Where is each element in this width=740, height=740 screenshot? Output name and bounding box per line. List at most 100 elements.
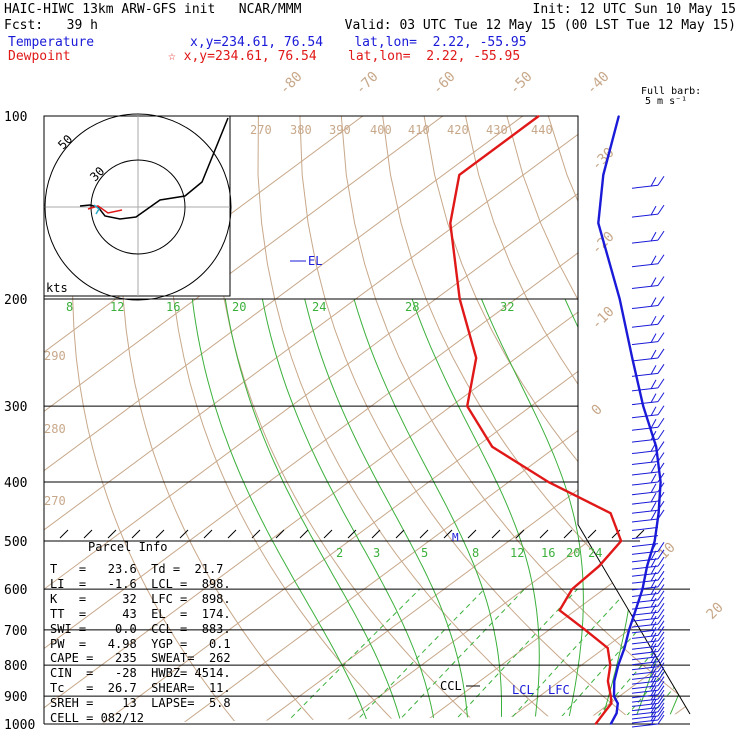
- dry-adiabat-line: [506, 116, 690, 724]
- wind-barb-flag: [657, 176, 665, 186]
- wind-barb: [631, 213, 659, 218]
- isotherm-line: [84, 116, 690, 724]
- isotherm-label: 10: [656, 540, 679, 563]
- theta-e-label: 390: [329, 123, 351, 137]
- wind-barb-flag: [650, 315, 657, 326]
- wind-barb: [631, 401, 659, 406]
- wind-barb: [631, 509, 659, 514]
- wind-barb-flag: [657, 631, 665, 642]
- isotherm-line: [324, 116, 690, 724]
- wind-barb-flag: [657, 620, 665, 631]
- dry-adiabat-line: [72, 116, 248, 724]
- wind-barb-flag: [657, 671, 665, 682]
- hatch-tick: [563, 529, 573, 539]
- header-forecast-hour: Fcst: 39 h: [4, 18, 98, 33]
- moist-adiabat-line: [261, 298, 438, 724]
- moist-adiabat-line: [353, 298, 502, 724]
- isotherm-line: [44, 116, 524, 724]
- mixing-ratio-label: 16: [541, 546, 555, 560]
- wind-barb-flag: [657, 364, 665, 374]
- wind-barb-flag: [657, 472, 665, 483]
- moist-adiabat-line: [191, 298, 374, 724]
- temperature-profile: [597, 115, 662, 725]
- moist-adiabat-line: [411, 298, 540, 724]
- moist-adiabat-label: 16: [166, 300, 180, 314]
- isotherm-line: [484, 116, 690, 724]
- wind-barb: [631, 629, 659, 634]
- isotherm-label: -40: [584, 69, 613, 98]
- wind-barb-flag: [650, 690, 657, 701]
- wind-barb-flag: [650, 695, 657, 705]
- legend-temperature: Temperature: [8, 35, 95, 50]
- isotherm-label: -80: [277, 69, 306, 98]
- theta-e-label: 380: [290, 123, 312, 137]
- wind-barb-flag: [650, 585, 657, 595]
- dewpoint-point: [620, 540, 622, 542]
- hatch-tick: [587, 529, 597, 539]
- wind-barb-flag: [657, 676, 665, 686]
- wind-barb-flag: [657, 702, 665, 713]
- dewpoint-point: [475, 357, 478, 359]
- wind-barb: [631, 460, 659, 465]
- pressure-tick-label: 300: [4, 400, 27, 415]
- ccl-label: CCL: [440, 679, 462, 693]
- wind-barb-flag: [650, 591, 657, 602]
- temperature-point: [615, 712, 618, 714]
- barb-legend-label: Full barb:: [641, 86, 702, 97]
- wind-barb: [631, 586, 659, 591]
- wind-barb: [631, 481, 659, 486]
- pressure-tick-label: 900: [4, 690, 27, 705]
- wind-barb-flag: [650, 672, 657, 683]
- wind-barb-flag: [657, 509, 665, 520]
- isotherm-line: [44, 116, 690, 724]
- mixing-ratio-label: 8: [472, 546, 479, 560]
- isotherm-label: -10: [589, 304, 618, 333]
- mixing-ratio-line: [271, 588, 421, 724]
- wind-barb-flag: [650, 463, 657, 474]
- temperature-point: [628, 629, 630, 631]
- dewpoint-point: [609, 664, 612, 666]
- wind-barb: [631, 284, 659, 289]
- dewpoint-point: [606, 647, 609, 649]
- wind-barb-flag: [657, 614, 665, 625]
- dewpoint-point: [538, 115, 540, 117]
- wind-barb: [631, 305, 659, 310]
- dewpoint-point: [584, 629, 586, 631]
- wind-barb-flag: [657, 570, 665, 581]
- wind-barb: [631, 719, 659, 724]
- wind-barb-flag: [650, 597, 657, 608]
- parcel-info-row: SWI = 0.0 CCL = 883.: [50, 621, 231, 636]
- dry-adiabat-line: [213, 116, 492, 724]
- pressure-tick-label: 200: [4, 293, 27, 308]
- wind-barb: [631, 518, 659, 523]
- wind-barb-flag: [650, 453, 657, 463]
- isotherm-label: -50: [507, 69, 536, 98]
- moist-adiabat-label: 24: [312, 300, 326, 314]
- wind-barb-flag: [650, 610, 657, 620]
- dewpoint-point: [558, 609, 561, 612]
- wind-barb-flag: [650, 297, 657, 307]
- hodograph-box: [43, 115, 231, 297]
- parcel-info-row: Tc = 26.7 SHEAR= 11.: [50, 681, 231, 696]
- wind-barb-flag: [657, 296, 665, 306]
- wind-barb-flag: [657, 276, 665, 286]
- wind-barb-flag: [650, 703, 657, 714]
- temperature-point: [618, 115, 620, 117]
- hatch-tick: [467, 529, 477, 539]
- wind-barb-flag: [657, 602, 665, 613]
- wind-barb-flag: [657, 652, 665, 663]
- pressure-tick-label: 800: [4, 659, 27, 674]
- wind-barb-flag: [657, 491, 665, 502]
- wind-barb-flag: [657, 608, 665, 619]
- wind-barb-flag: [657, 549, 665, 560]
- hatch-tick: [491, 529, 501, 539]
- hodograph-ring-30: [90, 159, 186, 255]
- parcel-info-title: Parcel Info: [88, 540, 168, 554]
- wind-barb-flag: [657, 405, 665, 416]
- wind-barb-flag: [650, 627, 657, 637]
- wind-barb-flag: [650, 473, 657, 484]
- wind-barb-flag: [650, 699, 657, 709]
- wind-barb-flag: [657, 348, 665, 359]
- dry-adiabat-line: [382, 116, 690, 724]
